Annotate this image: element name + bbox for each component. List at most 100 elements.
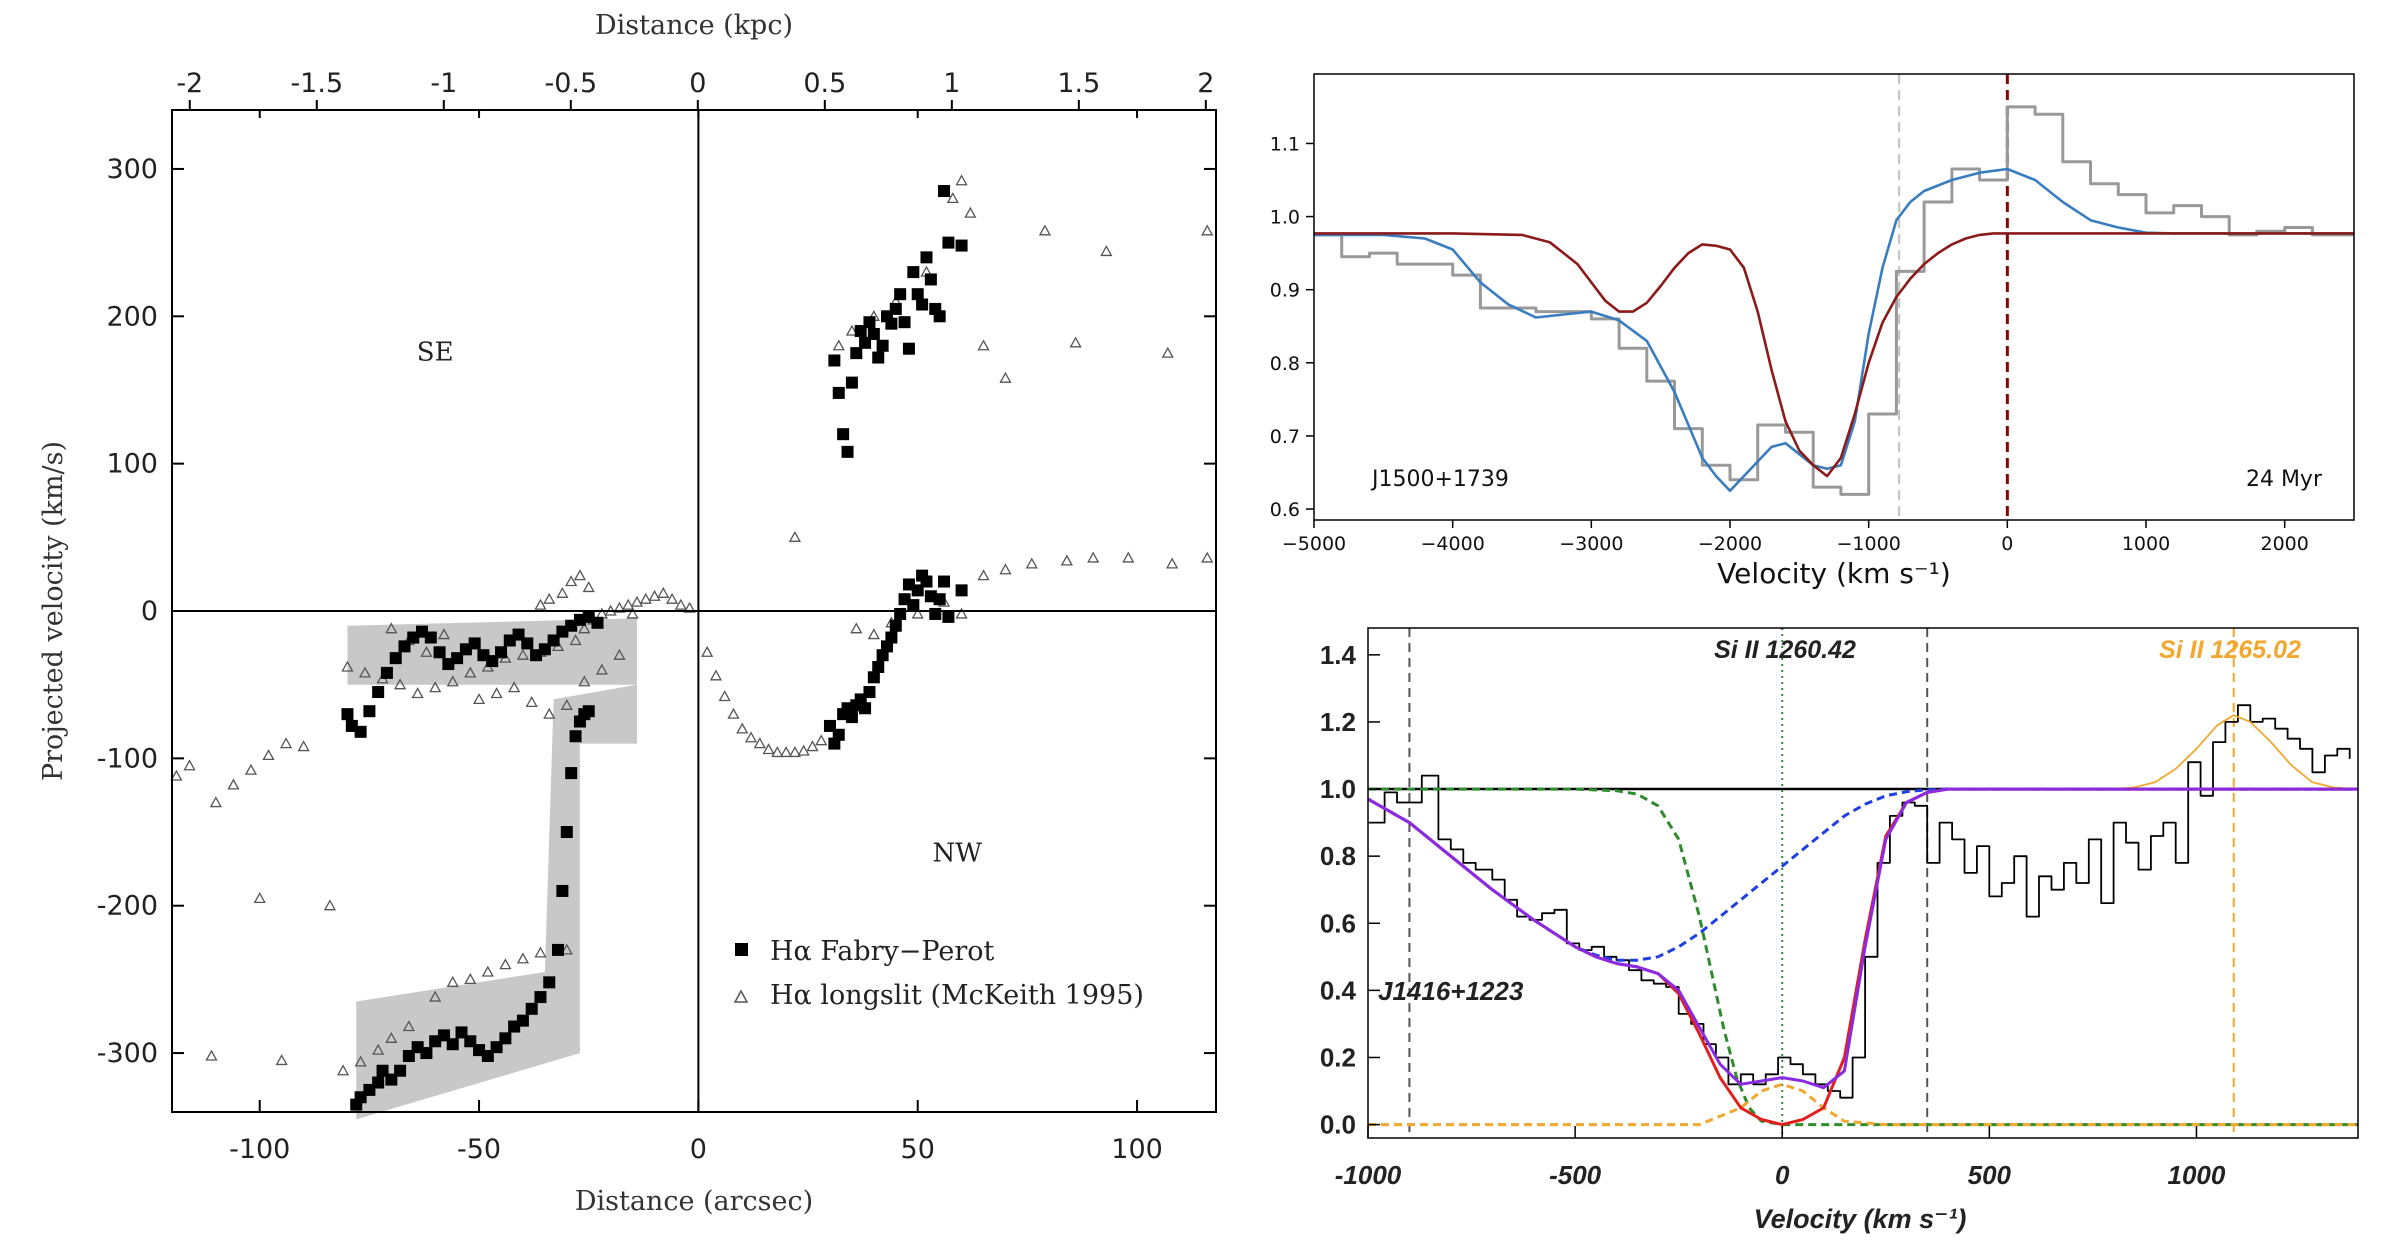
longslit-point bbox=[508, 681, 521, 693]
x2-tick-label: -1 bbox=[430, 68, 457, 99]
line-label-si-ii-1260: Si II 1260.42 bbox=[1714, 636, 1856, 664]
chart-rotation-curve: -100 -50 0 50 100 -2 -1.5 -1 -0.5 0 0.5 1 1.5 2 300 200… bbox=[38, 10, 1217, 1217]
fabry-perot-point bbox=[565, 767, 578, 780]
longslit-point bbox=[372, 1043, 385, 1055]
longslit-point bbox=[385, 622, 398, 634]
longslit-point bbox=[1166, 557, 1179, 569]
longslit-point bbox=[626, 607, 639, 619]
longslit-point bbox=[358, 666, 372, 678]
x-axis-title: Velocity (km s⁻¹) bbox=[1754, 1204, 1967, 1234]
longslit-point bbox=[1201, 551, 1214, 563]
x-tick-label: 1000 bbox=[2168, 1160, 2226, 1190]
longslit-point bbox=[1201, 224, 1214, 236]
longslit-point bbox=[556, 586, 569, 598]
longslit-point bbox=[797, 744, 810, 756]
longslit-point bbox=[595, 663, 608, 675]
fabry-perot-point bbox=[916, 298, 929, 311]
x-tick-label: 0 bbox=[690, 1134, 707, 1165]
longslit-point bbox=[639, 592, 652, 604]
x-tick-label: -100 bbox=[229, 1134, 290, 1165]
purple-total-model-line bbox=[1367, 787, 2358, 1090]
longslit-point bbox=[977, 569, 990, 581]
longslit-point bbox=[420, 645, 433, 657]
x2-tick-label: 0.5 bbox=[803, 68, 846, 99]
longslit-point bbox=[630, 595, 644, 607]
axis-ticks: −5000 −4000 −3000 −2000 −1000 0 1000 2000 0.6 0.7… bbox=[1270, 133, 2309, 555]
longslit-point bbox=[911, 607, 924, 619]
x-tick-label: −4000 bbox=[1421, 533, 1485, 555]
longslit-point bbox=[999, 371, 1012, 383]
longslit-point bbox=[253, 891, 266, 903]
x-tick-label: -50 bbox=[457, 1134, 501, 1165]
fabry-perot-point bbox=[832, 386, 845, 399]
fabry-perot-point bbox=[845, 376, 858, 389]
fabry-perot-point bbox=[521, 637, 534, 650]
y-tick-label: 0 bbox=[141, 596, 158, 627]
fabry-perot-point bbox=[924, 273, 937, 286]
x2-tick-label: 1 bbox=[943, 68, 960, 99]
fabry-perot-point bbox=[380, 666, 393, 679]
x2-tick-label: 1.5 bbox=[1057, 68, 1100, 99]
x-tick-label: −5000 bbox=[1282, 533, 1346, 555]
longslit-point bbox=[845, 324, 859, 336]
fabry-perot-point bbox=[898, 316, 911, 329]
longslit-point bbox=[481, 965, 494, 977]
longslit-point bbox=[648, 589, 661, 601]
longslit-point bbox=[578, 675, 591, 687]
longslit-point bbox=[205, 1049, 218, 1061]
longslit-point bbox=[429, 990, 442, 1002]
plot-frame bbox=[1313, 73, 2355, 521]
fabry-perot-point bbox=[920, 251, 933, 264]
longslit-point bbox=[955, 174, 968, 186]
fabry-perot-point bbox=[508, 1020, 521, 1033]
longslit-point bbox=[771, 746, 784, 758]
fabry-perot-point bbox=[837, 428, 850, 441]
longslit-point bbox=[946, 192, 959, 204]
longslit-point bbox=[727, 707, 740, 719]
fabry-perot-point bbox=[372, 686, 385, 699]
longslit-point bbox=[499, 958, 512, 970]
object-label: J1500+1739 bbox=[1370, 467, 1509, 492]
longslit-point bbox=[275, 1054, 288, 1066]
longslit-point bbox=[788, 530, 801, 542]
longslit-point bbox=[534, 946, 547, 958]
fabry-perot-point bbox=[894, 607, 907, 620]
fabry-perot-point bbox=[494, 646, 507, 659]
fabry-perot-point bbox=[516, 1014, 529, 1027]
longslit-point bbox=[464, 666, 477, 678]
x-tick-label: 100 bbox=[1111, 1134, 1163, 1165]
x-tick-label: 0 bbox=[2001, 533, 2013, 555]
y-axis-title: Projected velocity (km/s) bbox=[38, 441, 69, 781]
longslit-point bbox=[1060, 554, 1073, 566]
longslit-point bbox=[701, 645, 714, 657]
longslit-point bbox=[709, 669, 723, 681]
longslit-point bbox=[674, 598, 687, 610]
longslit-point bbox=[336, 1064, 350, 1076]
y-tick-label: -300 bbox=[97, 1038, 158, 1069]
observed-spectrum-line bbox=[1314, 105, 2354, 496]
fabry-perot-point bbox=[468, 637, 481, 650]
fabry-perot-point bbox=[867, 327, 880, 340]
longslit-point bbox=[1100, 245, 1113, 257]
longslit-point bbox=[341, 660, 354, 672]
series-lines bbox=[1367, 628, 2359, 1138]
fabry-perot-point bbox=[534, 991, 547, 1004]
fabry-perot-point bbox=[911, 288, 924, 301]
longslit-point bbox=[543, 707, 556, 719]
longslit-point bbox=[832, 339, 845, 351]
fabry-perot-point bbox=[552, 943, 565, 956]
longslit-point bbox=[402, 1020, 415, 1032]
longslit-point bbox=[560, 943, 573, 955]
longslit-point bbox=[753, 737, 766, 749]
fabry-perot-point bbox=[889, 619, 902, 632]
axis-ticks: -100 -50 0 50 100 -2 -1.5 -1 -0.5 0 0.5 1 1.5 2 300 200… bbox=[97, 68, 1216, 1165]
y-tick-label: 100 bbox=[106, 449, 158, 480]
orange-emission-line bbox=[2113, 714, 2359, 790]
longslit-point bbox=[464, 973, 477, 985]
fabry-perot-point bbox=[938, 185, 951, 198]
longslit-point bbox=[1122, 551, 1135, 563]
longslit-point bbox=[657, 586, 670, 598]
line-label-si-ii-1265: Si II 1265.02 bbox=[2159, 636, 2301, 664]
fabry-perot-point bbox=[591, 616, 604, 629]
longslit-point bbox=[736, 722, 749, 734]
